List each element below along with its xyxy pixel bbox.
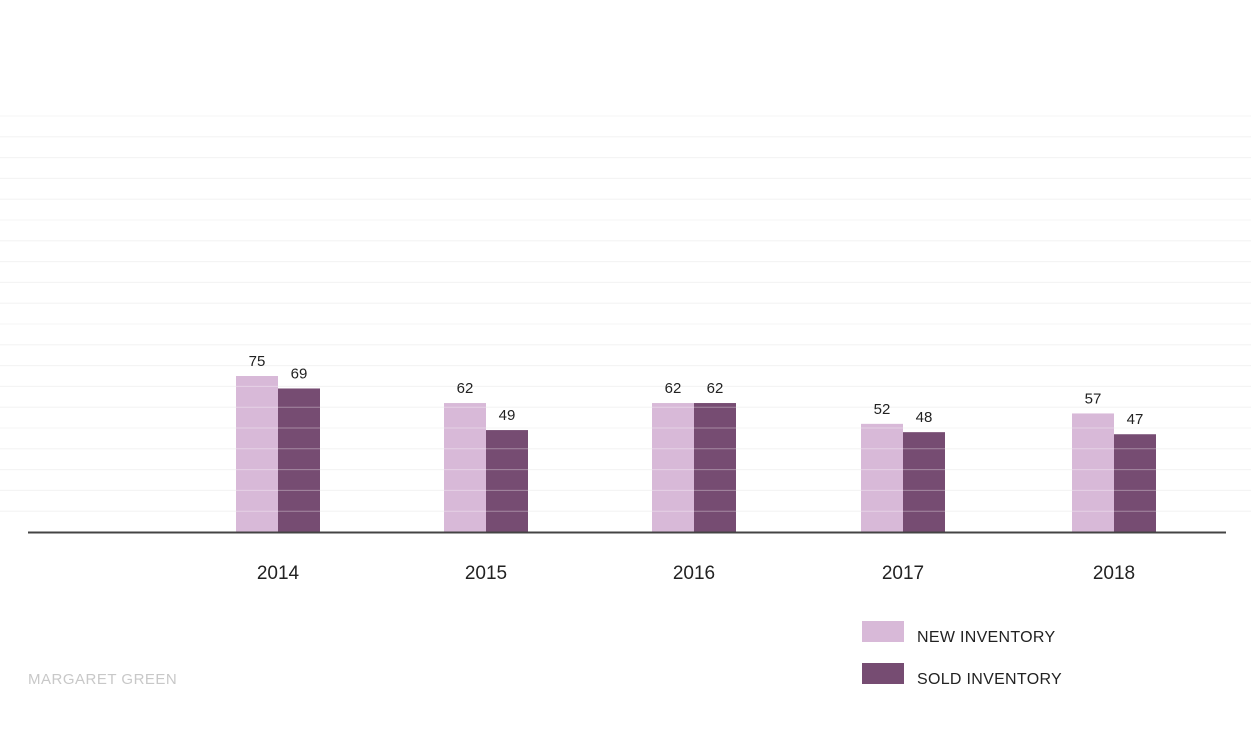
bar-new-inventory-2015: [444, 403, 486, 532]
data-labels: 75 69 62 49 62 62 52 48 57 47: [249, 353, 1144, 428]
x-tick-label-2016: 2016: [673, 563, 715, 584]
bar-sold-inventory-2015: [486, 430, 528, 532]
bar-sold-inventory-2017: [903, 432, 945, 532]
x-tick-label-2015: 2015: [465, 563, 507, 584]
gridlines: [0, 115, 1251, 512]
bar-sold-inventory-2014: [278, 388, 320, 532]
legend-swatch-sold-inventory: [862, 663, 904, 684]
data-label-new-inventory-2014: 75: [249, 353, 266, 370]
credit-text: MARGARET GREEN: [28, 671, 177, 688]
x-tick-label-2014: 2014: [257, 563, 300, 584]
bar-new-inventory-2017: [861, 423, 903, 532]
data-label-sold-inventory-2015: 49: [499, 407, 516, 424]
data-label-new-inventory-2018: 57: [1085, 390, 1102, 407]
bar-new-inventory-2014: [236, 376, 278, 532]
data-label-sold-inventory-2018: 47: [1127, 411, 1144, 428]
bar-sold-inventory-2018: [1114, 434, 1156, 532]
data-label-sold-inventory-2017: 48: [916, 409, 933, 426]
legend-label-sold-inventory: SOLD INVENTORY: [917, 671, 1062, 688]
legend-swatch-new-inventory: [862, 621, 904, 642]
data-label-new-inventory-2017: 52: [874, 401, 891, 418]
x-tick-label-2018: 2018: [1093, 563, 1135, 584]
data-label-new-inventory-2016: 62: [665, 380, 682, 397]
data-label-new-inventory-2015: 62: [457, 380, 474, 397]
data-label-sold-inventory-2014: 69: [291, 365, 308, 382]
bar-new-inventory-2016: [652, 403, 694, 532]
legend-label-new-inventory: NEW INVENTORY: [917, 629, 1055, 646]
bars: [0, 115, 1251, 532]
x-tick-label-2017: 2017: [882, 563, 924, 584]
bar-new-inventory-2018: [1072, 413, 1114, 532]
legend: NEW INVENTORY SOLD INVENTORY: [862, 621, 1062, 688]
x-tick-labels: 2014 2015 2016 2017 2018: [257, 563, 1135, 584]
data-label-sold-inventory-2016: 62: [707, 380, 724, 397]
bar-sold-inventory-2016: [694, 403, 736, 532]
